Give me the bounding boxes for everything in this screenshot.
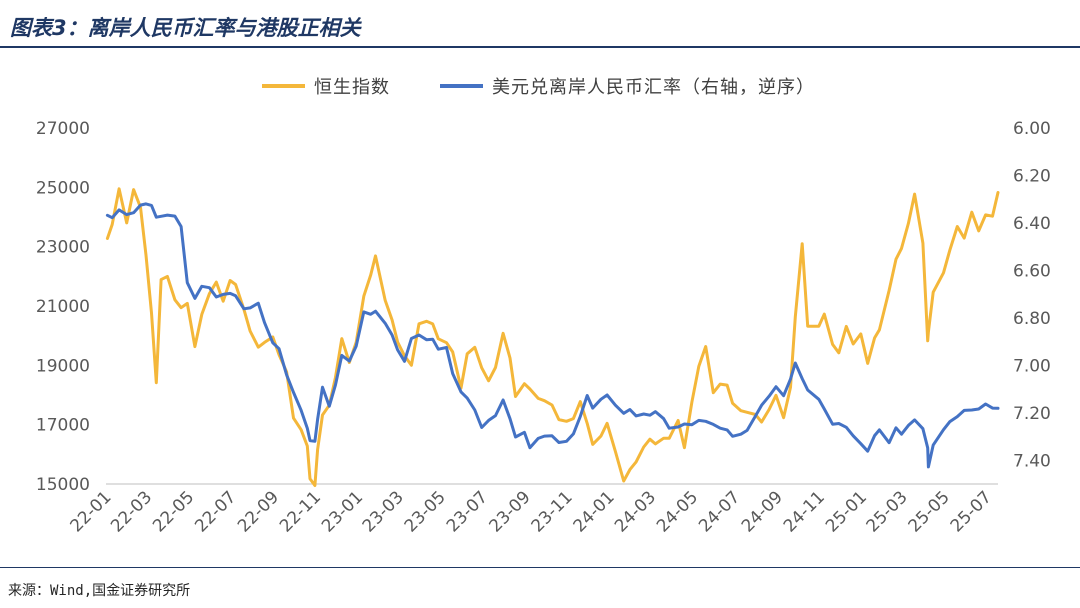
chart-title: 图表3：离岸人民币汇率与港股正相关: [10, 16, 361, 40]
y-left-tick-label: 27000: [36, 119, 90, 139]
x-tick-label: 25-07: [947, 487, 996, 536]
legend-swatch-hang-seng: [262, 84, 305, 88]
legend-item-hang-seng: 恒生指数: [262, 73, 390, 99]
y-right-tick-label: 7.20: [1013, 404, 1051, 424]
x-tick-label: 23-05: [401, 487, 450, 536]
x-tick-label: 24-05: [653, 487, 702, 536]
y-right-tick-label: 6.40: [1013, 214, 1051, 234]
legend-item-usd-cnh: 美元兑离岸人民币汇率（右轴，逆序）: [440, 73, 815, 99]
x-tick-label: 24-09: [738, 487, 787, 536]
x-tick-label: 23-07: [443, 487, 492, 536]
x-tick-label: 22-09: [234, 487, 283, 536]
y-left-tick-label: 21000: [36, 297, 90, 317]
y-right-tick-label: 6.20: [1013, 166, 1051, 186]
x-tick-label: 24-07: [695, 487, 744, 536]
x-tick-label: 24-01: [570, 487, 619, 536]
x-tick-label: 24-11: [780, 487, 829, 536]
y-right-axis: 6.00 6.20 6.40 6.60 6.80 7.00 7.20 7.40: [1013, 119, 1051, 471]
x-tick-label: 22-05: [149, 487, 198, 536]
y-left-tick-label: 17000: [36, 416, 90, 436]
legend-label-hang-seng: 恒生指数: [314, 77, 390, 98]
x-tick-label: 23-11: [528, 487, 577, 536]
chart-legend: 恒生指数 美元兑离岸人民币汇率（右轴，逆序）: [0, 73, 1080, 99]
x-tick-label: 23-01: [318, 487, 367, 536]
series-line-hang-seng: [105, 187, 1000, 487]
y-right-tick-label: 6.00: [1013, 119, 1051, 139]
source-divider: [0, 567, 1080, 568]
y-left-tick-label: 23000: [36, 238, 90, 258]
x-tick-label: 22-03: [107, 487, 156, 536]
y-right-tick-label: 6.60: [1013, 261, 1051, 281]
y-left-tick-label: 25000: [36, 178, 90, 198]
y-right-tick-label: 7.00: [1013, 356, 1051, 376]
x-tick-label: 22-11: [276, 487, 325, 536]
x-tick-label: 23-09: [486, 487, 535, 536]
x-tick-label: 22-07: [191, 487, 240, 536]
x-tick-label: 25-01: [822, 487, 871, 536]
source-note: 来源：Wind,国金证券研究所: [8, 583, 191, 599]
x-tick-label: 24-03: [611, 487, 660, 536]
y-right-tick-label: 7.40: [1013, 451, 1051, 471]
series-layer: [105, 187, 1000, 487]
series-line-usd-cnh: [105, 202, 1000, 469]
title-divider: [0, 46, 1080, 48]
y-left-tick-label: 15000: [36, 475, 90, 495]
y-right-tick-label: 6.80: [1013, 309, 1051, 329]
x-tick-label: 23-03: [359, 487, 408, 536]
y-left-tick-label: 19000: [36, 356, 90, 376]
chart-plot-area: 27000 25000 23000 21000 19000 17000 15000 6.00…: [36, 119, 1051, 536]
legend-label-usd-cnh: 美元兑离岸人民币汇率（右轴，逆序）: [492, 77, 815, 98]
x-tick-label: 25-03: [863, 487, 912, 536]
y-left-axis: 27000 25000 23000 21000 19000 17000 15000: [36, 119, 90, 495]
x-tick-label: 25-05: [905, 487, 954, 536]
legend-swatch-usd-cnh: [440, 84, 483, 88]
x-axis: 22-0122-0322-0522-0722-0922-1123-0123-03…: [66, 487, 995, 536]
